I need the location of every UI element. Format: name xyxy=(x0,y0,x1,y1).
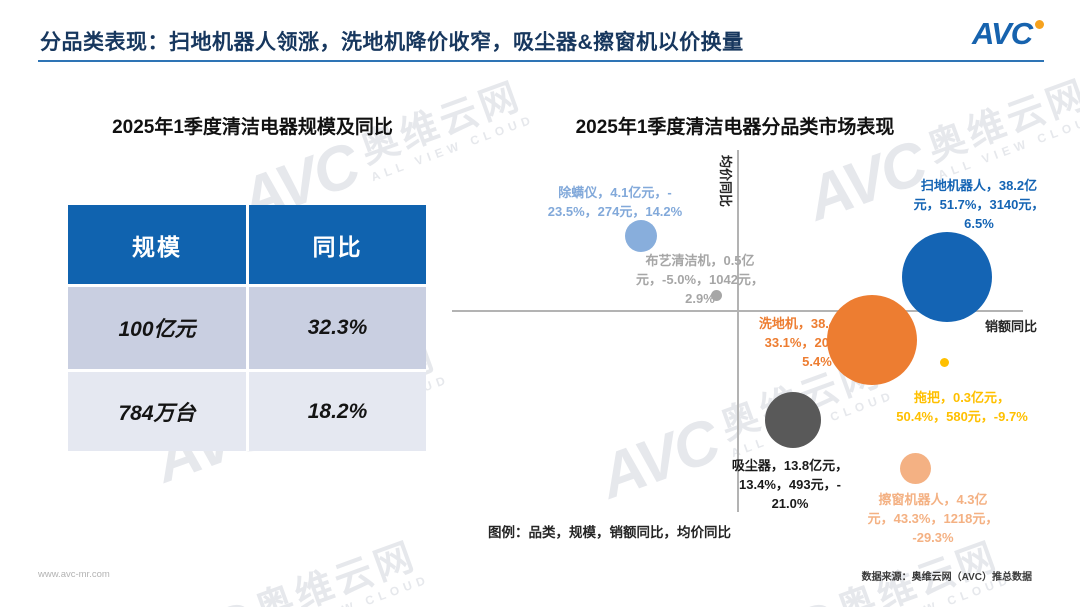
bubble-fabric-cleaner xyxy=(710,289,722,301)
x-axis-line xyxy=(452,310,1023,312)
left-panel-title: 2025年1季度清洁电器规模及同比 xyxy=(112,117,393,138)
scale-yoy-table: 规模 同比 100亿元 32.3% 784万台 18.2% xyxy=(68,205,426,451)
x-axis-label: 销额同比 xyxy=(985,319,1038,334)
bubble-label-mop: 拖把，0.3亿元， 50.4%，580元，-9.7% xyxy=(896,390,1028,424)
table-value-cell: 100亿元 xyxy=(68,287,246,369)
chart-legend-note: 图例：品类，规模，销额同比，均价同比 xyxy=(488,525,731,540)
bubble-window-robot xyxy=(899,452,931,484)
table-header-cell: 规模 xyxy=(68,205,246,284)
y-axis-line xyxy=(737,150,739,512)
table-header-cell: 同比 xyxy=(249,205,426,284)
page-title: 分品类表现：扫地机器人领涨，洗地机降价收窄，吸尘器&擦窗机以价换量 xyxy=(40,31,744,54)
website-url: www.avc-mr.com xyxy=(38,569,110,580)
data-source-note: 数据来源：奥维云网（AVC）推总数据 xyxy=(861,572,1032,583)
avc-logo: AVC xyxy=(972,16,1052,56)
bubble-label-vacuum-cleaner: 吸尘器，13.8亿元， 13.4%，493元，- 21.0% xyxy=(731,458,849,511)
bubble-floor-washer xyxy=(827,295,917,385)
bubble-robot-vacuum xyxy=(902,232,992,322)
avc-logo-dot-icon xyxy=(1035,20,1044,29)
table-value-cell: 18.2% xyxy=(249,372,426,451)
bubble-label-robot-vacuum: 扫地机器人，38.2亿 元，51.7%，3140元， 6.5% xyxy=(913,178,1045,231)
table-value-cell: 784万台 xyxy=(68,372,246,451)
bubble-mite-remover xyxy=(625,220,657,252)
bubble-label-mite-remover: 除螨仪，4.1亿元，- 23.5%，274元，14.2% xyxy=(547,185,683,219)
bubble-mop xyxy=(939,357,949,367)
chart-title: 2025年1季度清洁电器分品类市场表现 xyxy=(575,117,895,138)
title-separator-line xyxy=(38,60,1044,62)
y-axis-label: 均价同比 xyxy=(718,155,733,208)
bubble-label-fabric-cleaner: 布艺清洁机，0.5亿 元，-5.0%，1042元， 2.9% xyxy=(636,253,764,306)
avc-logo-text: AVC xyxy=(972,16,1033,51)
table-value-cell: 32.3% xyxy=(249,287,426,369)
bubble-vacuum-cleaner xyxy=(765,392,821,448)
bubble-label-window-robot: 擦窗机器人，4.3亿 元，43.3%，1218元， -29.3% xyxy=(867,492,999,545)
